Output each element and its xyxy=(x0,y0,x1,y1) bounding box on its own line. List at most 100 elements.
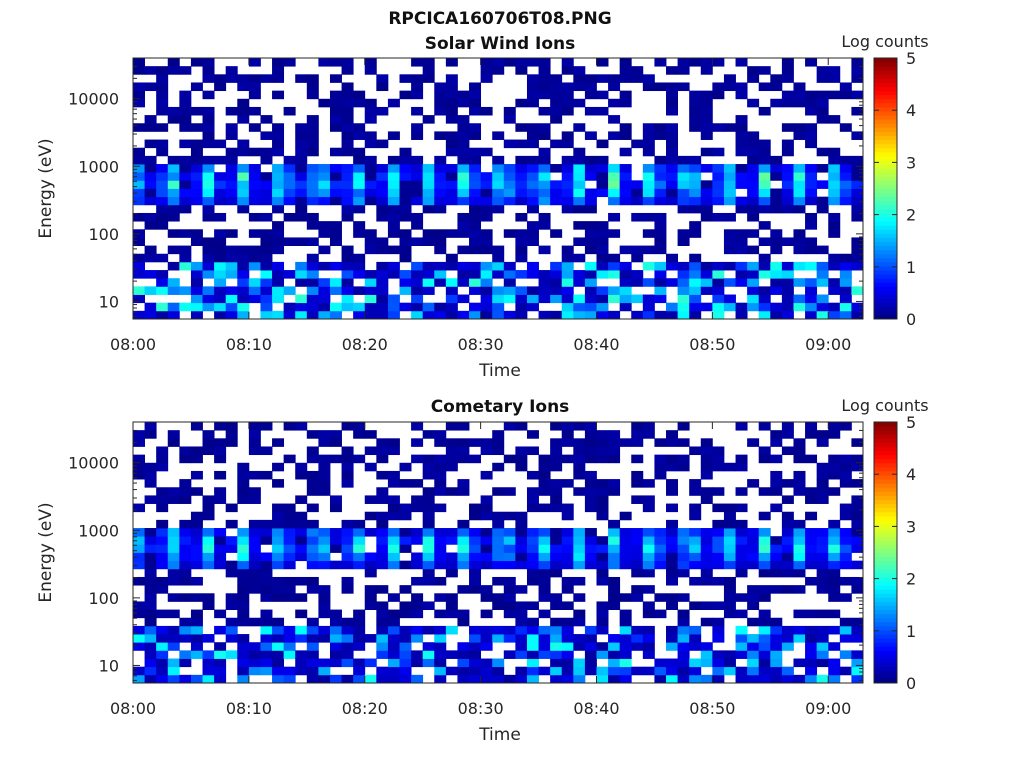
heatmap-cell xyxy=(538,82,551,92)
heatmap-cell xyxy=(816,261,829,271)
heatmap-cell xyxy=(793,294,806,304)
heatmap-cell xyxy=(642,552,655,562)
heatmap-cell xyxy=(167,229,180,238)
heatmap-cell xyxy=(341,98,354,108)
heatmap-cell xyxy=(851,106,864,116)
heatmap-cell xyxy=(480,245,493,255)
heatmap-cell xyxy=(272,552,285,562)
heatmap-cell xyxy=(851,674,864,684)
heatmap-cell xyxy=(828,155,841,165)
heatmap-cell xyxy=(666,302,679,312)
heatmap-cell xyxy=(179,658,192,668)
heatmap-cell xyxy=(144,674,157,684)
heatmap-cell xyxy=(283,212,296,222)
heatmap-cell xyxy=(260,658,273,668)
heatmap-cell xyxy=(596,155,609,165)
heatmap-cell xyxy=(573,66,586,75)
heatmap-cell xyxy=(561,82,574,92)
heatmap-cell xyxy=(747,164,760,173)
heatmap-cell xyxy=(793,302,806,312)
heatmap-cell xyxy=(179,245,192,255)
heatmap-cell xyxy=(793,188,806,198)
heatmap-cell xyxy=(237,98,250,108)
colorbar-step xyxy=(874,270,897,275)
heatmap-cell xyxy=(480,106,493,116)
heatmap-cell xyxy=(411,422,424,431)
heatmap-cell xyxy=(190,609,203,619)
heatmap-cell xyxy=(805,196,818,206)
heatmap-cell xyxy=(654,674,667,684)
heatmap-cell xyxy=(526,58,539,67)
heatmap-cell xyxy=(364,286,377,295)
heatmap-cell xyxy=(318,286,331,295)
heatmap-cell xyxy=(723,552,736,562)
heatmap-cell xyxy=(596,495,609,504)
heatmap-cell xyxy=(422,650,435,659)
colorbar-step xyxy=(874,450,897,456)
heatmap-cell xyxy=(596,511,609,521)
heatmap-cell xyxy=(677,164,690,173)
heatmap-cell xyxy=(156,82,169,92)
heatmap-cell xyxy=(248,164,261,173)
heatmap-cell xyxy=(561,422,574,431)
colorbar-step xyxy=(874,302,897,308)
heatmap-cell xyxy=(399,544,412,553)
heatmap-cell xyxy=(758,66,771,75)
heatmap-cell xyxy=(584,155,597,165)
heatmap-cell xyxy=(353,90,366,100)
heatmap-cell xyxy=(515,180,528,189)
heatmap-cell xyxy=(573,294,586,304)
heatmap-cell xyxy=(492,560,505,570)
heatmap-cell xyxy=(353,204,366,214)
heatmap-cell xyxy=(179,261,192,271)
heatmap-cell xyxy=(584,658,597,668)
colorbar-step xyxy=(874,310,897,316)
heatmap-cell xyxy=(839,82,852,92)
heatmap-cell xyxy=(306,454,319,464)
heatmap-cell xyxy=(735,229,748,238)
heatmap-cell xyxy=(689,674,702,684)
heatmap-cell xyxy=(283,634,296,643)
heatmap-cell xyxy=(839,552,852,562)
heatmap-cell xyxy=(283,519,296,529)
heatmap-cell xyxy=(179,625,192,635)
heatmap-cell xyxy=(306,139,319,149)
heatmap-cell xyxy=(689,658,702,668)
heatmap-cell xyxy=(781,519,794,529)
heatmap-cell xyxy=(272,503,285,513)
heatmap-cell xyxy=(225,544,238,553)
heatmap-cell xyxy=(758,302,771,312)
heatmap-cell xyxy=(179,123,192,132)
heatmap-cell xyxy=(214,286,227,295)
colorbar-step xyxy=(874,564,897,570)
heatmap-cell xyxy=(781,172,794,181)
heatmap-cell xyxy=(295,310,308,320)
heatmap-cell xyxy=(619,617,632,627)
heatmap-cell xyxy=(144,617,157,627)
heatmap-cell xyxy=(758,544,771,553)
heatmap-cell xyxy=(225,196,238,206)
heatmap-cell xyxy=(190,123,203,132)
heatmap-cell xyxy=(329,503,342,513)
heatmap-cell xyxy=(828,422,841,431)
heatmap-cell xyxy=(190,552,203,562)
heatmap-cell xyxy=(596,446,609,456)
heatmap-cell xyxy=(561,601,574,610)
heatmap-cell xyxy=(387,544,400,553)
heatmap-cell xyxy=(341,642,354,651)
heatmap-cell xyxy=(712,601,725,610)
heatmap-cell xyxy=(318,98,331,108)
heatmap-cell xyxy=(781,666,794,676)
heatmap-cell xyxy=(619,74,632,83)
heatmap-cell xyxy=(770,650,783,659)
heatmap-cell xyxy=(816,278,829,287)
heatmap-cell xyxy=(225,302,238,312)
heatmap-cell xyxy=(700,278,713,287)
heatmap-cell xyxy=(329,634,342,643)
heatmap-cell xyxy=(689,503,702,513)
heatmap-cell xyxy=(411,74,424,83)
heatmap-cell xyxy=(619,131,632,140)
heatmap-cell xyxy=(631,310,644,320)
heatmap-cell xyxy=(573,462,586,472)
heatmap-cell xyxy=(457,139,470,149)
